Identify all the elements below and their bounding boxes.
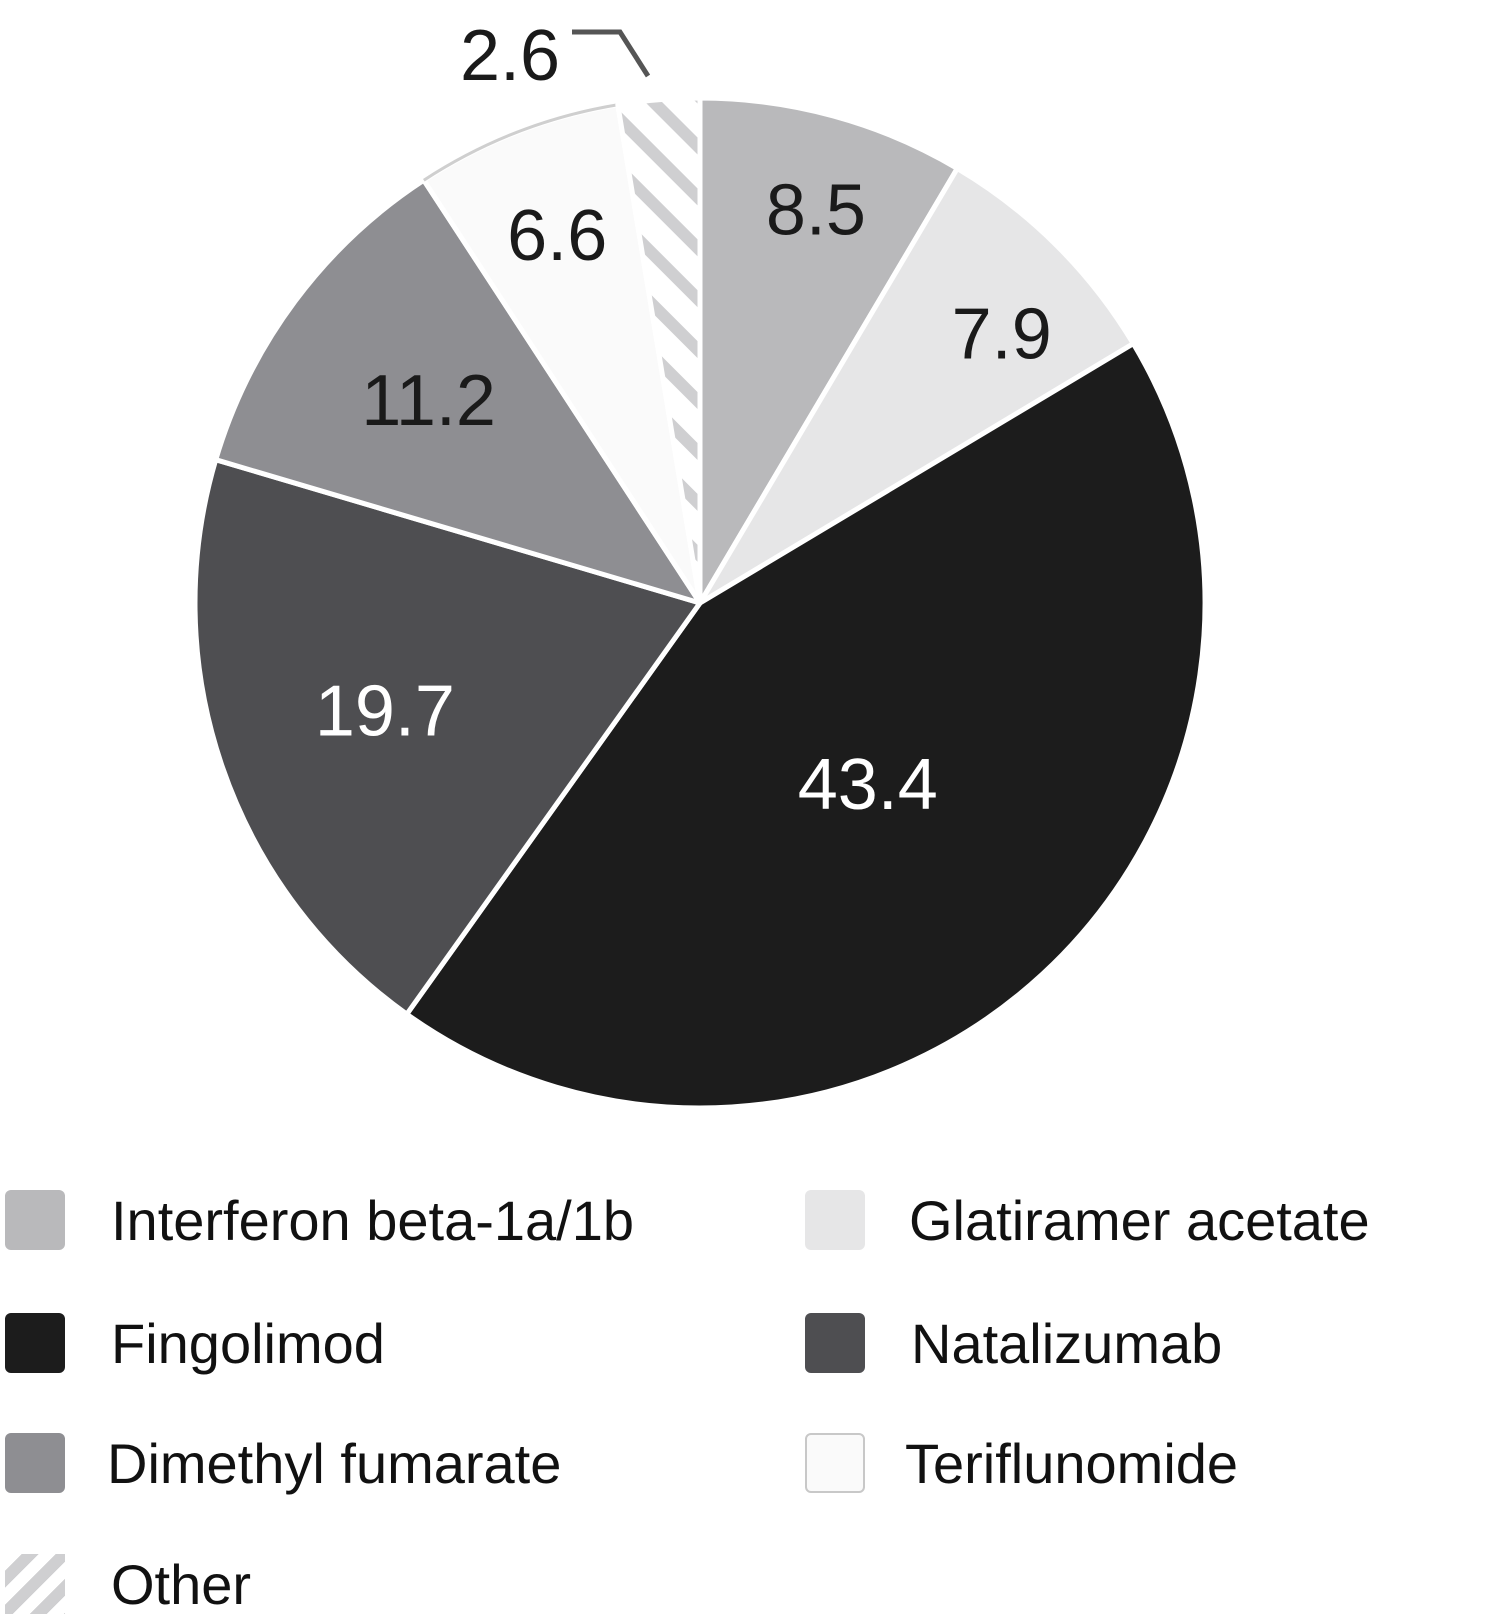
data-label-natalizumab: 19.7 <box>315 672 455 752</box>
data-label-interferon-beta-1a-1b: 8.5 <box>766 171 866 251</box>
data-label-other: 2.6 <box>460 16 560 96</box>
data-label-glatiramer-acetate: 7.9 <box>952 294 1052 374</box>
data-label-dimethyl-fumarate: 11.2 <box>361 361 496 441</box>
pie-slice-dimethyl-fumarate <box>213 177 703 606</box>
other-leader-line <box>572 29 651 78</box>
data-label-fingolimod: 43.4 <box>798 745 938 825</box>
data-label-teriflunomide: 6.6 <box>507 196 607 276</box>
pie-slice-fingolimod <box>404 341 1208 1111</box>
pie-slice-other <box>615 95 703 606</box>
pie-slice-glatiramer-acetate <box>697 165 1136 606</box>
pie-slice-interferon-beta-1a-1b <box>697 95 960 606</box>
pie-slice-rim <box>423 103 619 182</box>
pie-slice-natalizumab <box>192 457 703 1017</box>
